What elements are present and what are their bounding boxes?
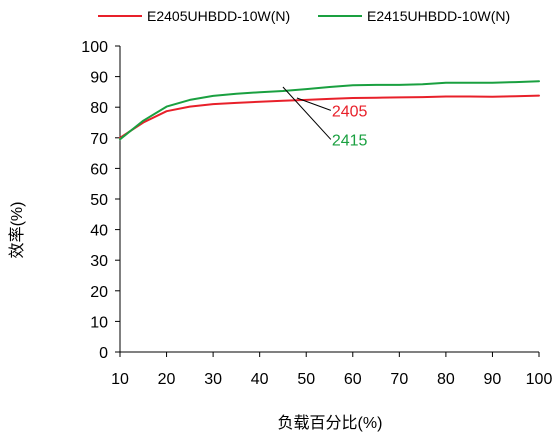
y-tick-label: 40 xyxy=(90,223,108,240)
y-tick-label: 70 xyxy=(90,131,108,148)
series-line-1 xyxy=(119,94,540,139)
annotation-label-2: 2415 xyxy=(332,132,368,149)
y-tick-label: 20 xyxy=(90,284,108,301)
y-tick-label: 30 xyxy=(90,253,108,270)
annotations: 2405 2415 xyxy=(282,86,368,149)
y-axis-title: 效率(%) xyxy=(8,202,26,259)
x-tick-label: 20 xyxy=(158,371,176,388)
y-tick-label: 10 xyxy=(90,314,108,331)
x-tick-label: 60 xyxy=(344,371,362,388)
x-tick-label: 50 xyxy=(297,371,315,388)
x-tick-label: 40 xyxy=(251,371,269,388)
x-tick-label: 100 xyxy=(526,371,553,388)
x-tick-label: 10 xyxy=(111,371,129,388)
y-tick-label: 80 xyxy=(90,100,108,117)
y-tick-label: 60 xyxy=(90,161,108,178)
x-axis-title: 负载百分比(%) xyxy=(278,414,383,432)
x-tick-label: 30 xyxy=(204,371,222,388)
series-layer xyxy=(119,80,540,141)
x-tick-label: 90 xyxy=(484,371,502,388)
y-tick-label: 0 xyxy=(99,345,108,362)
x-tick-label: 80 xyxy=(437,371,455,388)
legend-label-2: E2415UHBDD-10W(N) xyxy=(367,8,510,24)
legend: E2405UHBDD-10W(N) E2415UHBDD-10W(N) xyxy=(98,8,510,24)
annotation-pointer-2 xyxy=(282,86,332,140)
y-tick-label: 90 xyxy=(90,70,108,87)
y-tick-label: 50 xyxy=(90,192,108,209)
annotation-label-1: 2405 xyxy=(332,103,368,120)
annotation-pointer-1 xyxy=(296,97,331,111)
series-line-2 xyxy=(119,80,540,141)
x-tick-label: 70 xyxy=(390,371,408,388)
y-tick-label: 100 xyxy=(81,39,108,56)
legend-label-1: E2405UHBDD-10W(N) xyxy=(147,8,290,24)
